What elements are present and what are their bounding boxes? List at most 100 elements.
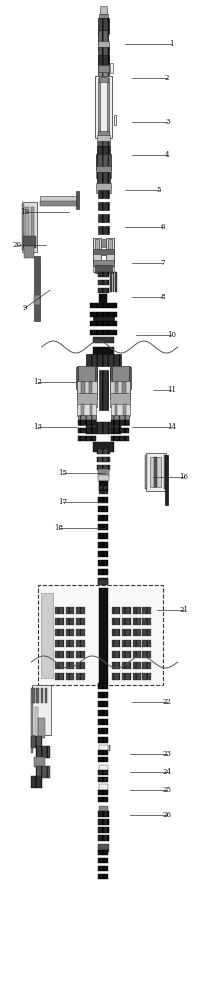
- Bar: [35, 707, 38, 737]
- Bar: [133, 662, 141, 669]
- Bar: [98, 515, 108, 521]
- Bar: [98, 811, 109, 817]
- Text: 10: 10: [167, 331, 176, 339]
- Bar: [98, 18, 109, 34]
- Bar: [55, 617, 64, 624]
- Bar: [93, 254, 101, 272]
- Bar: [98, 506, 108, 512]
- Bar: [95, 367, 97, 389]
- Bar: [99, 491, 108, 494]
- Bar: [24, 246, 34, 258]
- Bar: [98, 819, 109, 825]
- Bar: [98, 844, 109, 852]
- Bar: [145, 455, 147, 489]
- Bar: [98, 850, 108, 854]
- Bar: [109, 745, 110, 751]
- Bar: [123, 404, 126, 416]
- Bar: [98, 542, 108, 548]
- Bar: [98, 78, 100, 136]
- Bar: [98, 47, 109, 59]
- Bar: [110, 393, 130, 407]
- Bar: [38, 718, 45, 738]
- Bar: [133, 640, 141, 647]
- Bar: [129, 367, 131, 389]
- Bar: [111, 420, 129, 424]
- Bar: [41, 592, 53, 678]
- Bar: [36, 766, 50, 778]
- Bar: [98, 770, 108, 774]
- Bar: [99, 370, 108, 410]
- Text: 23: 23: [163, 750, 172, 758]
- Bar: [122, 640, 131, 647]
- Bar: [98, 190, 109, 198]
- Bar: [98, 226, 109, 234]
- Bar: [66, 651, 74, 658]
- Bar: [98, 835, 109, 841]
- Bar: [97, 172, 110, 188]
- Bar: [77, 404, 96, 416]
- Bar: [98, 683, 108, 689]
- Bar: [66, 617, 74, 624]
- Text: 19: 19: [20, 208, 30, 216]
- Bar: [23, 236, 36, 248]
- Bar: [98, 55, 109, 65]
- Text: 15: 15: [58, 469, 67, 477]
- Text: 1: 1: [169, 40, 174, 48]
- Bar: [98, 72, 109, 82]
- Bar: [98, 202, 109, 210]
- Bar: [22, 205, 24, 249]
- Bar: [98, 475, 109, 481]
- Bar: [97, 146, 110, 158]
- Bar: [76, 673, 85, 680]
- Bar: [98, 750, 108, 754]
- Bar: [98, 579, 108, 585]
- Bar: [98, 141, 109, 149]
- Bar: [98, 279, 109, 284]
- Bar: [110, 365, 130, 390]
- Bar: [25, 207, 29, 247]
- Bar: [98, 469, 109, 477]
- Bar: [76, 629, 85, 636]
- Bar: [112, 662, 120, 669]
- Bar: [32, 688, 35, 702]
- Bar: [86, 422, 121, 434]
- Bar: [98, 737, 108, 743]
- Bar: [98, 497, 108, 503]
- Bar: [97, 135, 110, 145]
- Bar: [115, 382, 118, 398]
- Bar: [111, 272, 112, 292]
- Bar: [142, 617, 151, 624]
- Bar: [110, 63, 113, 73]
- Bar: [78, 420, 96, 424]
- Bar: [116, 272, 117, 292]
- Bar: [90, 330, 117, 334]
- Bar: [31, 688, 33, 752]
- Bar: [113, 272, 114, 292]
- Bar: [55, 640, 64, 647]
- Bar: [78, 428, 96, 432]
- Bar: [31, 776, 42, 788]
- Bar: [111, 415, 129, 425]
- Bar: [90, 320, 117, 326]
- Bar: [99, 765, 108, 771]
- Bar: [31, 736, 42, 748]
- Bar: [122, 673, 131, 680]
- Bar: [110, 367, 112, 389]
- Text: 9: 9: [23, 304, 27, 312]
- Bar: [93, 347, 114, 357]
- Bar: [98, 756, 108, 762]
- Bar: [81, 404, 84, 416]
- Bar: [115, 272, 116, 292]
- Text: 22: 22: [163, 698, 172, 706]
- Bar: [66, 673, 74, 680]
- Bar: [81, 382, 84, 398]
- Bar: [36, 688, 39, 702]
- Bar: [40, 196, 77, 204]
- Bar: [98, 692, 108, 698]
- Bar: [112, 673, 120, 680]
- Bar: [89, 382, 92, 398]
- Text: 12: 12: [33, 378, 42, 386]
- Bar: [98, 30, 108, 44]
- Bar: [99, 587, 108, 682]
- Bar: [99, 77, 108, 82]
